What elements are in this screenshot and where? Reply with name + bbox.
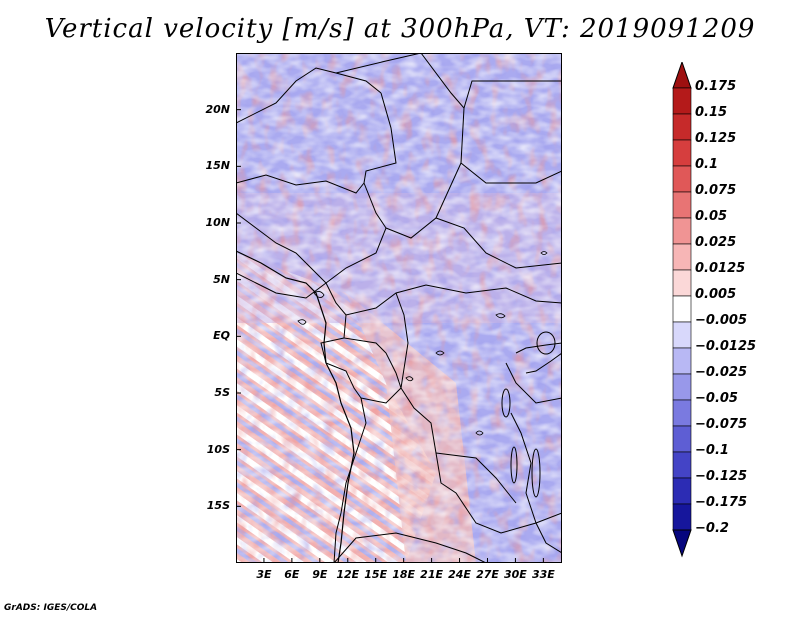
country-borders [236, 53, 562, 563]
lon-label: 30E [504, 568, 527, 581]
colorbar-cell [672, 347, 692, 375]
colorbar-label: 0.0125 [695, 261, 746, 276]
colorbar-label: 0.125 [695, 131, 737, 146]
colorbar-cell [672, 113, 692, 141]
velocity-field [236, 53, 562, 563]
colorbar-label: 0.075 [695, 183, 737, 198]
colorbar-label: 0.025 [695, 235, 737, 250]
colorbar-label: −0.005 [695, 313, 748, 328]
lon-label: 3E [256, 568, 272, 581]
coastline [236, 250, 355, 563]
colorbar-cell [672, 477, 692, 505]
colorbar-label: −0.05 [695, 391, 738, 406]
lon-label: 18E [392, 568, 416, 581]
colorbar-label: 0.05 [695, 209, 728, 224]
colorbar-cell [672, 503, 692, 531]
colorbar-label: 0.175 [695, 79, 737, 94]
colorbar-cell [672, 139, 692, 167]
lat-label: 5S [214, 386, 230, 399]
colorbar-label: −0.025 [695, 365, 748, 380]
lat-label: 15S [206, 499, 230, 513]
colorbar-cell [672, 295, 692, 323]
colorbar-label: −0.125 [695, 469, 748, 484]
lat-label: 5N [213, 272, 230, 286]
colorbar-cell [672, 451, 692, 479]
colorbar-cell [672, 321, 692, 349]
colorbar-cell [672, 399, 692, 427]
grads-credit: GrADS: IGES/COLA [4, 603, 98, 613]
colorbar-label: 0.15 [695, 105, 728, 120]
colorbar-cell [672, 217, 692, 245]
lon-label: 27E [476, 568, 499, 581]
map-panel [236, 53, 562, 563]
lon-label: 6E [284, 568, 300, 581]
colorbar-label: −0.0125 [695, 339, 757, 354]
colorbar-cell [672, 243, 692, 271]
map-frame [236, 53, 562, 563]
lon-label: 24E [448, 568, 471, 581]
lon-label: 15E [364, 568, 388, 581]
colorbar [672, 62, 692, 558]
axis-ticks [236, 109, 544, 563]
colorbar-label: −0.2 [695, 521, 729, 536]
colorbar-label: −0.1 [695, 443, 729, 458]
colorbar-label: −0.175 [695, 495, 748, 510]
colorbar-cell [672, 373, 692, 401]
lat-label: 20N [205, 102, 230, 116]
lon-label: 33E [531, 568, 555, 581]
colorbar-cell [672, 191, 692, 219]
lakes [501, 331, 556, 498]
colorbar-label: 0.005 [695, 287, 737, 302]
colorbar-cell [672, 87, 692, 115]
colorbar-label: −0.075 [695, 417, 748, 432]
lon-label: 12E [336, 568, 360, 581]
lon-label: 21E [420, 568, 443, 581]
contour-lines [297, 251, 548, 436]
lat-label: 10N [205, 216, 230, 229]
colorbar-bottom-arrow [672, 529, 692, 558]
colorbar-cell [672, 165, 692, 193]
colorbar-cells [672, 87, 692, 531]
lat-label: EQ [213, 329, 230, 343]
lat-label: 15N [205, 159, 230, 173]
lat-label: 10S [206, 442, 230, 456]
colorbar-cell [672, 425, 692, 453]
colorbar-cell [672, 269, 692, 297]
colorbar-top-arrow [672, 62, 692, 89]
colorbar-label: 0.1 [695, 157, 719, 172]
lon-label: 9E [312, 568, 328, 581]
chart-title: Vertical velocity [m/s] at 300hPa, VT: 2… [44, 14, 756, 44]
